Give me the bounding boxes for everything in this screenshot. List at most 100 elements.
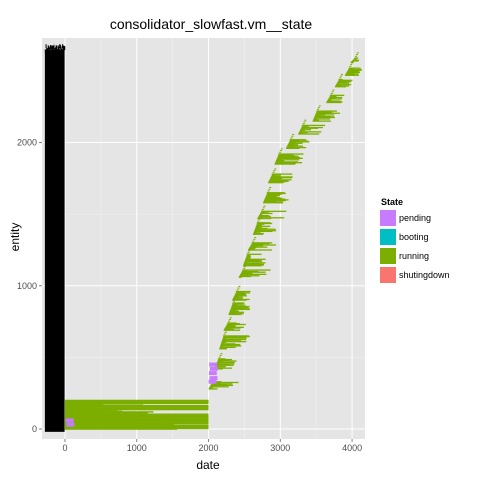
running-bar [209, 386, 229, 388]
running-bar [226, 324, 237, 326]
running-bar [239, 275, 260, 277]
legend-label-shutingdown: shutingdown [399, 270, 450, 280]
running-bar [214, 367, 233, 369]
running-bar [338, 79, 353, 81]
running-bar [243, 262, 260, 265]
running-bar [301, 126, 323, 129]
running-bar [260, 212, 273, 215]
running-bar [334, 86, 347, 88]
running-bar [238, 285, 241, 287]
running-bar [220, 345, 242, 347]
running-bar [211, 383, 227, 386]
legend: State pending booting running shutingdown [379, 197, 450, 284]
running-bar [300, 129, 306, 132]
state-block-edge [55, 45, 57, 50]
running-bar [272, 173, 293, 175]
running-bar [223, 336, 250, 338]
running-bar [232, 299, 247, 301]
running-bar [229, 312, 238, 314]
state-block-edge [54, 48, 56, 53]
running-bar [246, 253, 249, 255]
running-bar [219, 348, 227, 350]
pending-bar [209, 366, 218, 371]
running-bar [345, 73, 359, 75]
running-bar [278, 153, 304, 155]
running-bar [290, 139, 307, 141]
state-block-edge [58, 46, 60, 51]
running-bar [252, 240, 255, 242]
running-bar [232, 298, 250, 301]
running-bar [329, 96, 337, 98]
running-bar [299, 130, 302, 132]
running-bar [231, 305, 238, 307]
running-bar [269, 179, 292, 181]
x-tick-label: 3000 [270, 443, 290, 453]
state-block-edge [48, 46, 50, 51]
running-bar [255, 227, 261, 229]
state-block-edge [49, 47, 51, 52]
running-bar [345, 73, 354, 76]
running-bar [289, 140, 309, 142]
running-bar [245, 259, 262, 261]
running-bar [265, 196, 276, 198]
running-bar [316, 110, 337, 112]
running-bar [350, 64, 353, 66]
running-bar [317, 108, 320, 110]
running-bar [242, 270, 248, 272]
running-bar [271, 173, 274, 175]
legend-title: State [381, 197, 403, 207]
running-bar [337, 81, 352, 83]
running-bar [289, 139, 299, 142]
running-bar [224, 327, 241, 329]
running-bar [330, 93, 333, 95]
running-bar [277, 155, 299, 157]
running-bar [271, 175, 281, 177]
running-bar [232, 302, 235, 304]
running-bar [220, 353, 223, 355]
running-bar [228, 319, 231, 321]
y-axis: 0 1000 2000 [17, 138, 42, 434]
running-bar [217, 361, 235, 364]
state-block-edge [47, 48, 49, 53]
running-bar [228, 313, 244, 315]
running-bar [288, 143, 295, 145]
running-bar [230, 308, 250, 311]
running-bar [261, 211, 270, 213]
running-bar [262, 207, 265, 209]
running-bar [291, 135, 294, 137]
running-bar [64, 404, 209, 407]
running-bar [232, 303, 237, 306]
running-bar [274, 162, 297, 165]
running-bar [263, 200, 276, 202]
running-bar [250, 245, 258, 248]
running-bar [227, 322, 237, 324]
running-bar [276, 159, 285, 162]
running-bar [246, 256, 250, 258]
running-bar [240, 273, 267, 276]
running-bar [218, 358, 226, 360]
running-bar [312, 120, 331, 122]
running-bar [242, 265, 262, 267]
running-bar [211, 383, 233, 385]
state-block-edge [46, 47, 48, 52]
state-block-edge [45, 44, 47, 49]
legend-label-running: running [399, 251, 429, 261]
y-tick-label: 1000 [17, 281, 37, 291]
running-bar [257, 222, 271, 224]
running-bar [273, 170, 276, 172]
running-bar [315, 114, 326, 116]
running-bar [316, 111, 332, 114]
running-bar [218, 356, 221, 358]
running-bar [355, 54, 358, 56]
x-axis: 0 1000 2000 3000 4000 [62, 439, 362, 453]
running-bar [253, 233, 264, 235]
running-bar [256, 224, 261, 226]
running-bar [220, 346, 224, 348]
running-bar [257, 222, 273, 225]
legend-key-pending [380, 210, 396, 226]
running-bar [270, 177, 283, 180]
running-bar [264, 199, 289, 201]
running-bar [229, 310, 236, 312]
running-bar [278, 154, 293, 156]
running-bar [231, 307, 245, 309]
